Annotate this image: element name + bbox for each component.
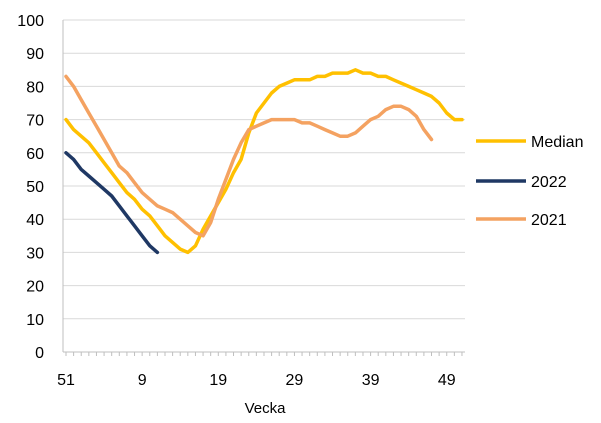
y-tick-label: 60 (26, 146, 44, 163)
y-tick-label: 100 (17, 13, 44, 30)
legend-label: Median (531, 134, 583, 151)
x-tick-labels: 51 9 19 29 39 49 (57, 372, 456, 389)
y-tick-label: 70 (26, 113, 44, 130)
series-line-2021 (64, 74, 434, 238)
series-line-2022 (64, 151, 160, 255)
y-tick-label: 90 (26, 46, 44, 63)
y-tick-labels: 0 10 20 30 40 50 60 70 80 90 100 (17, 13, 44, 362)
series-line-median (64, 68, 464, 255)
legend-label: 2022 (531, 174, 567, 191)
series-group (64, 68, 464, 255)
x-minor-ticks (65, 352, 463, 356)
x-tick-label: 19 (209, 372, 227, 389)
x-axis-label: Vecka (245, 400, 287, 417)
y-tick-label: 20 (26, 279, 44, 296)
y-tick-label: 80 (26, 79, 44, 96)
y-tick-label: 50 (26, 179, 44, 196)
x-tick-label: 51 (57, 372, 75, 389)
legend-label: 2021 (531, 212, 567, 229)
y-tick-label: 0 (35, 345, 44, 362)
y-tick-label: 30 (26, 245, 44, 262)
axes (62, 20, 465, 356)
x-tick-label: 9 (138, 372, 147, 389)
x-tick-label: 39 (362, 372, 380, 389)
y-tick-label: 40 (26, 212, 44, 229)
legend: Median 2022 2021 (476, 134, 583, 229)
y-tick-label: 10 (26, 312, 44, 329)
x-tick-label: 49 (438, 372, 456, 389)
x-tick-label: 29 (286, 372, 304, 389)
